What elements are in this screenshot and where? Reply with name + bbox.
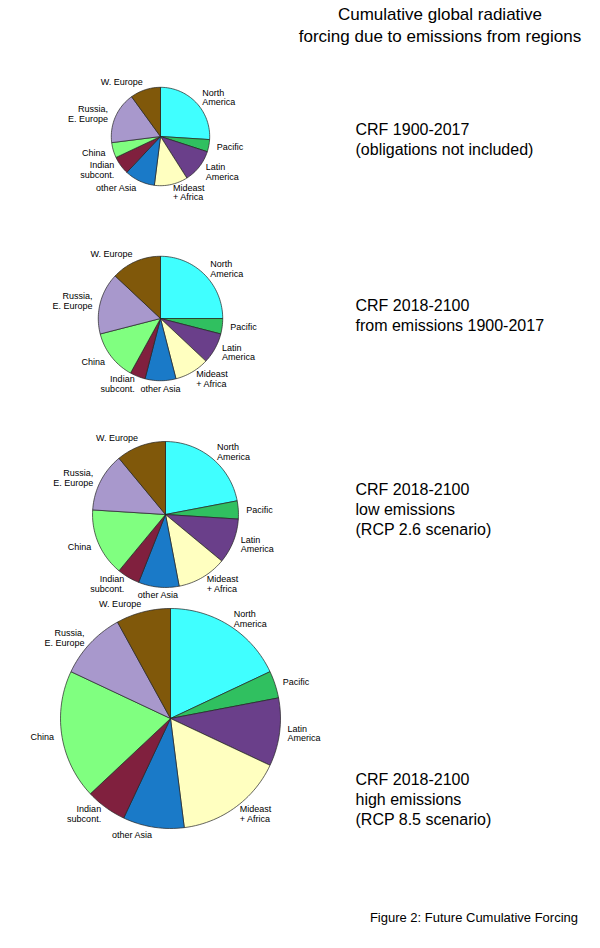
svg-text:Indiansubcont.: Indiansubcont. [67, 804, 101, 824]
html-text:Figure 2: Future Cumulative Fo: Figure 2: Future Cumulative Forcing [369, 910, 578, 925]
svg-text:W. Europe: W. Europe [91, 249, 133, 259]
svg-text:CRF 2018-2100high emissions(RC: CRF 2018-2100high emissions(RCP 8.5 scen… [356, 771, 492, 828]
svg-text:Indiansubcont.: Indiansubcont. [101, 374, 135, 394]
svg-text:other Asia: other Asia [140, 384, 180, 394]
svg-text:CRF 2018-2100low emissions(RCP: CRF 2018-2100low emissions(RCP 2.6 scena… [356, 481, 492, 538]
svg-text:LatinAmerica: LatinAmerica [288, 724, 321, 744]
svg-text:LatinAmerica: LatinAmerica [206, 162, 239, 182]
svg-text:other Asia: other Asia [96, 183, 136, 193]
svg-text:NorthAmerica: NorthAmerica [202, 88, 235, 108]
svg-text:CRF 1900-2017(obligations not: CRF 1900-2017(obligations not included) [356, 121, 534, 158]
svg-text:Pacific: Pacific [217, 142, 244, 152]
svg-text:W. Europe: W. Europe [96, 433, 138, 443]
svg-text:W. Europe: W. Europe [99, 599, 141, 609]
svg-text:China: China [30, 732, 54, 742]
svg-text:Mideast+ Africa: Mideast+ Africa [196, 369, 228, 389]
svg-text:Pacific: Pacific [230, 322, 257, 332]
svg-text:China: China [82, 148, 106, 158]
svg-text:Indiansubcont.: Indiansubcont. [80, 160, 114, 180]
svg-text:other Asia: other Asia [112, 830, 152, 840]
svg-text:LatinAmerica: LatinAmerica [222, 343, 255, 363]
svg-text:Mideast+ Africa: Mideast+ Africa [207, 574, 239, 594]
svg-text:Mideast+ Africa: Mideast+ Africa [173, 183, 205, 203]
svg-text:other Asia: other Asia [138, 590, 178, 600]
svg-text:Russia,E. Europe: Russia,E. Europe [44, 628, 84, 648]
svg-text:Indiansubcont.: Indiansubcont. [90, 574, 124, 594]
svg-text:Pacific: Pacific [283, 677, 310, 687]
svg-text:NorthAmerica: NorthAmerica [234, 609, 267, 629]
svg-text:Pacific: Pacific [246, 505, 273, 515]
svg-text:Mideast+ Africa: Mideast+ Africa [240, 804, 272, 824]
svg-text:China: China [81, 357, 105, 367]
svg-text:NorthAmerica: NorthAmerica [210, 259, 243, 279]
svg-text:NorthAmerica: NorthAmerica [217, 442, 250, 462]
svg-text:CRF 2018-2100from emissions 19: CRF 2018-2100from emissions 1900-2017 [356, 297, 545, 334]
html-text:Cumulative global radiative fo: Cumulative global radiative forcing due … [298, 5, 582, 46]
svg-text:China: China [68, 542, 92, 552]
svg-text:Russia,E. Europe: Russia,E. Europe [68, 104, 108, 124]
svg-text:W. Europe: W. Europe [101, 77, 143, 87]
svg-text:Russia,E. Europe: Russia,E. Europe [52, 291, 92, 311]
svg-text:LatinAmerica: LatinAmerica [241, 535, 274, 555]
svg-text:Russia,E. Europe: Russia,E. Europe [53, 468, 93, 488]
